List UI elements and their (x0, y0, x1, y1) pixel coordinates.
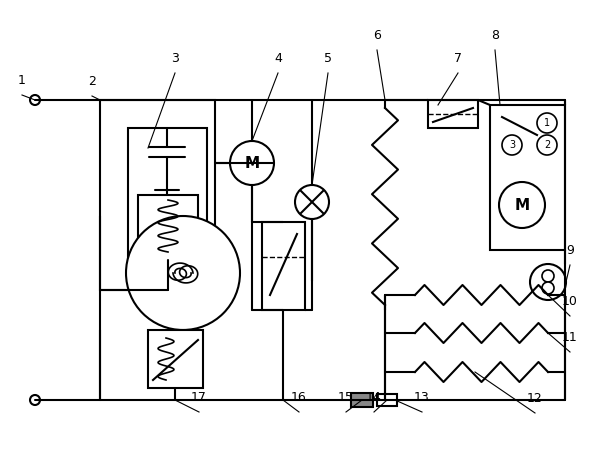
Bar (377, 394, 397, 406)
Text: 17: 17 (191, 391, 207, 404)
Circle shape (295, 185, 329, 219)
Bar (428, 100, 478, 128)
Text: 14: 14 (366, 391, 382, 404)
Text: 4: 4 (274, 52, 282, 65)
Bar (351, 393, 373, 407)
Text: M: M (244, 156, 260, 170)
Text: 12: 12 (527, 392, 543, 405)
Circle shape (30, 95, 40, 105)
Text: 3: 3 (509, 140, 515, 150)
Circle shape (537, 113, 557, 133)
Text: 1: 1 (544, 118, 550, 128)
Text: 8: 8 (491, 29, 499, 42)
Text: 10: 10 (562, 295, 578, 308)
Bar (128, 128, 207, 268)
Text: 1: 1 (18, 74, 26, 87)
Text: 6: 6 (373, 29, 381, 42)
Text: 9: 9 (566, 244, 574, 257)
Bar (100, 100, 215, 290)
Bar (148, 330, 203, 388)
Circle shape (537, 135, 557, 155)
Text: M: M (514, 197, 530, 213)
Text: 11: 11 (562, 331, 578, 344)
Text: 2: 2 (544, 140, 550, 150)
Text: 3: 3 (171, 52, 179, 65)
Circle shape (502, 135, 522, 155)
Circle shape (530, 264, 566, 300)
Text: 2: 2 (88, 75, 96, 88)
Text: 7: 7 (454, 52, 462, 65)
Circle shape (126, 216, 240, 330)
Circle shape (542, 282, 554, 294)
Text: 5: 5 (324, 52, 332, 65)
Bar (490, 105, 565, 250)
Bar (262, 222, 305, 310)
Circle shape (30, 395, 40, 405)
Text: 15: 15 (338, 391, 354, 404)
Text: 16: 16 (291, 391, 307, 404)
Circle shape (230, 141, 274, 185)
Circle shape (542, 270, 554, 282)
Circle shape (499, 182, 545, 228)
Text: 13: 13 (414, 391, 430, 404)
Bar (138, 195, 198, 260)
